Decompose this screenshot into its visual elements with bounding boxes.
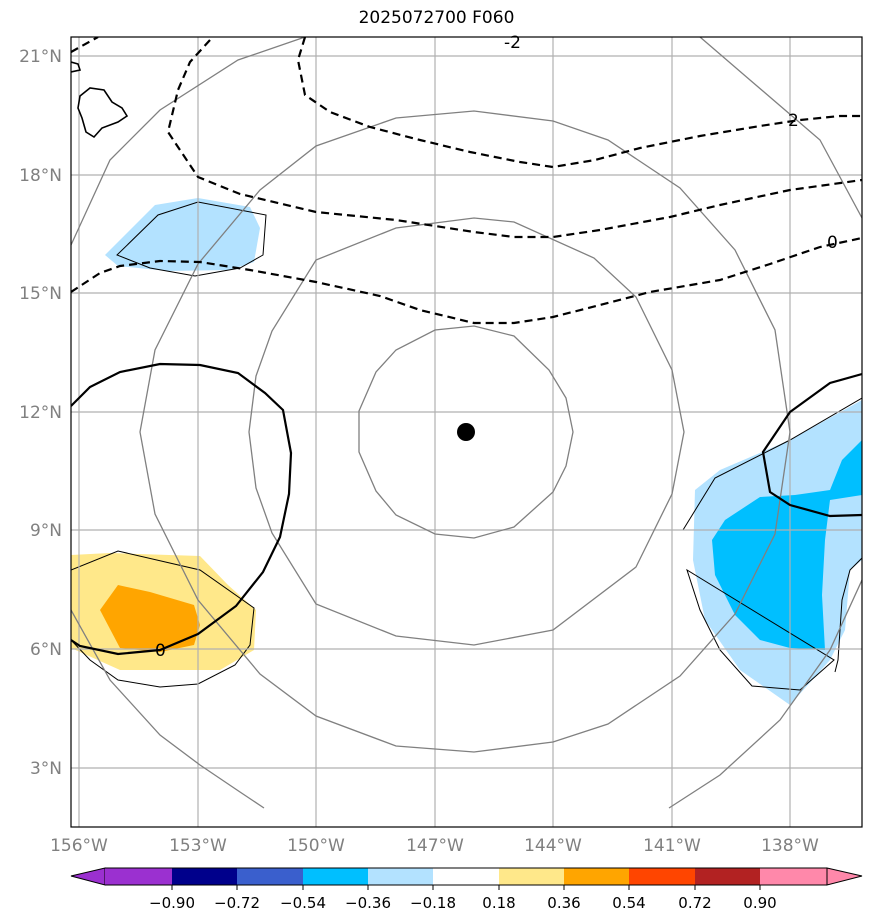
- colorbar-tick-label-5: −0.18: [410, 894, 456, 912]
- colorbar-tick-label-7: 0.36: [547, 894, 580, 912]
- colorbar-seg-4: [303, 868, 368, 885]
- blue-patch-east: [712, 440, 862, 650]
- storm-center-marker: [457, 423, 475, 441]
- solid-contours: [71, 362, 862, 656]
- lat-label-21n: 21°N: [19, 47, 62, 67]
- lat-label-12n: 12°N: [19, 403, 62, 423]
- colorbar-frame: [105, 867, 827, 886]
- colorbar-seg-10: [695, 868, 760, 885]
- colorbar-seg-6: [433, 868, 499, 885]
- range-ring-outer: [71, 37, 862, 809]
- colorbar-tick-label-4: −0.36: [345, 894, 391, 912]
- lat-label-15n: 15°N: [19, 284, 62, 304]
- dashed-contour-zero: [71, 236, 862, 325]
- colorbar-seg-2: [172, 868, 237, 885]
- range-ring-inner: [358, 325, 574, 539]
- colorbar-tick-label-6: 0.18: [482, 894, 515, 912]
- hawaii-island-coastline: [77, 87, 129, 139]
- lat-label-6n: 6°N: [30, 640, 62, 660]
- lon-label-156w: 156°W: [50, 836, 108, 856]
- solid-contour-east: [761, 372, 862, 518]
- lat-label-18n: 18°N: [19, 166, 62, 186]
- latitude-labels: 21°N 18°N 15°N 12°N 9°N 6°N 3°N: [19, 47, 62, 779]
- colorbar-seg-7: [499, 868, 564, 885]
- contour-label-2: 2: [788, 111, 799, 131]
- orange-patch-southwest: [100, 585, 200, 652]
- range-ring-third: [139, 110, 791, 753]
- longitude-labels: 156°W 153°W 150°W 147°W 144°W 141°W 138°…: [50, 836, 819, 856]
- lon-label-138w: 138°W: [761, 836, 819, 856]
- map-title: 2025072700 F060: [358, 8, 515, 28]
- contour-label-minus2: -2: [504, 33, 521, 53]
- dashed-contour-topleft: [71, 37, 99, 53]
- colorbar-seg-5: [368, 868, 433, 885]
- colorbar-tick-label-10: 0.90: [743, 894, 776, 912]
- lon-label-144w: 144°W: [524, 836, 582, 856]
- lat-label-9n: 9°N: [30, 521, 62, 541]
- colorbar-seg-8: [564, 868, 629, 885]
- dashed-contour-left-upper: [166, 39, 862, 239]
- colorbar-tick-label-2: −0.72: [214, 894, 260, 912]
- range-rings: [71, 37, 862, 809]
- range-ring-second: [248, 217, 685, 646]
- solid-contour-west: [71, 362, 293, 656]
- colorbar-tick-label-8: 0.54: [612, 894, 645, 912]
- maui-coastline-fragment: [71, 61, 82, 73]
- outline-east-patch: [682, 397, 862, 691]
- outline-north-patch: [116, 201, 267, 277]
- lon-label-141w: 141°W: [643, 836, 701, 856]
- colorbar: −0.90 −0.72 −0.54 −0.36 −0.18 0.18 0.36 …: [70, 867, 863, 912]
- lon-label-147w: 147°W: [406, 836, 464, 856]
- colorbar-extend-high: [826, 867, 863, 886]
- dashed-contours: [71, 37, 862, 325]
- colorbar-ticks: [171, 885, 761, 890]
- lon-label-150w: 150°W: [287, 836, 345, 856]
- colorbar-seg-11: [760, 868, 827, 885]
- graticule: [71, 37, 862, 827]
- plot-frame: [70, 36, 863, 828]
- colorbar-tick-label-9: 0.72: [678, 894, 711, 912]
- outline-southwest-patch: [71, 550, 255, 688]
- lon-label-153w: 153°W: [169, 836, 227, 856]
- colorbar-tick-label-3: −0.54: [280, 894, 326, 912]
- light-blue-patch-north: [105, 198, 260, 271]
- colorbar-tick-label-1: −0.90: [149, 894, 195, 912]
- colorbar-seg-3: [237, 868, 303, 885]
- contour-label-0-solid: 0: [155, 641, 166, 661]
- colorbar-seg-9: [629, 868, 695, 885]
- contour-label-0-dashed: 0: [827, 233, 838, 253]
- dashed-contour-minus2: [296, 37, 862, 169]
- colorbar-extend-low: [70, 867, 106, 886]
- lat-label-3n: 3°N: [30, 759, 62, 779]
- colorbar-seg-1: [105, 868, 172, 885]
